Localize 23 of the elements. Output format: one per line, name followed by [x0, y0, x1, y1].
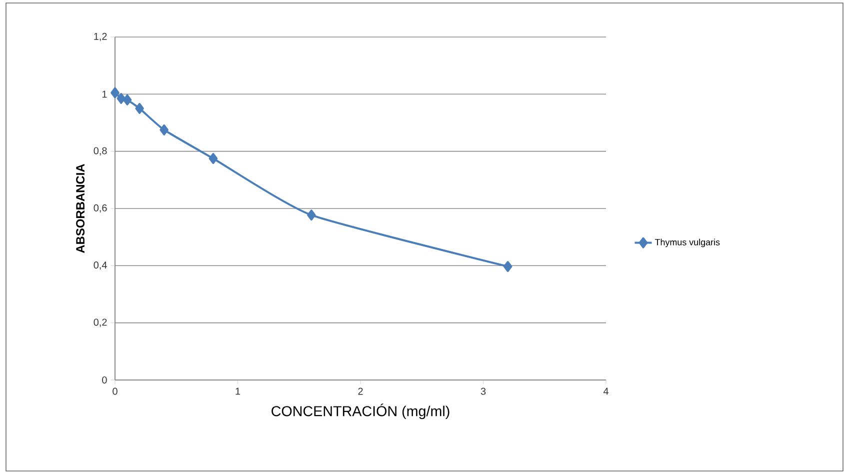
y-axis-title: ABSORBANCIA — [76, 164, 85, 254]
x-tick-label: 0 — [112, 388, 118, 395]
x-tick-label: 3 — [480, 388, 486, 395]
x-tick-label: 1 — [236, 388, 240, 395]
y-tick-label: 0,8 — [94, 147, 107, 156]
point — [160, 124, 168, 136]
y-tick-label: 0,2 — [94, 318, 107, 327]
point — [122, 94, 132, 106]
y-tick-label: 1 — [102, 90, 107, 98]
y-tick-label: 0 — [102, 376, 107, 384]
point — [208, 152, 218, 164]
point — [503, 261, 512, 272]
legend-label: Thymus vulgaris — [654, 238, 720, 248]
y-tick-label: 0,4 — [94, 262, 107, 270]
x-tick-label: 2 — [358, 388, 363, 395]
y-tick-label: 0,6 — [94, 204, 107, 213]
y-tick-label: 1,2 — [94, 32, 107, 42]
x-axis-title: CONCENTRACIÓN (mg/ml) — [272, 404, 450, 420]
point — [110, 87, 120, 98]
point — [116, 92, 126, 104]
point — [307, 210, 316, 221]
point — [135, 102, 144, 114]
x-tick-label: 4 — [603, 388, 608, 395]
